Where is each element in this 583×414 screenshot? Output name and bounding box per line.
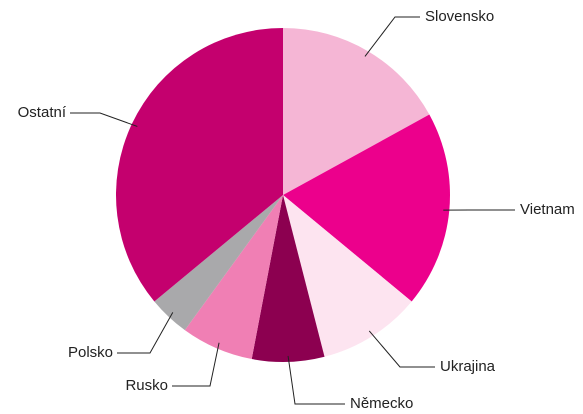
pie-slice bbox=[251, 195, 325, 362]
slice-label: Ostatní bbox=[18, 104, 67, 121]
pie-slice bbox=[154, 195, 283, 331]
pie-slice bbox=[283, 114, 450, 302]
leader-line bbox=[70, 112, 138, 127]
pie-slice bbox=[184, 195, 283, 360]
slice-label: Slovensko bbox=[425, 8, 494, 25]
slice-label: Polsko bbox=[68, 344, 113, 361]
pie-slice bbox=[116, 28, 284, 302]
leader-line bbox=[368, 330, 435, 368]
slice-label: Ukrajina bbox=[440, 358, 496, 375]
slice-label: Vietnam bbox=[520, 201, 575, 218]
leader-line bbox=[117, 312, 174, 354]
pie-slice bbox=[283, 195, 412, 357]
leader-line bbox=[287, 355, 345, 405]
slice-label: Rusko bbox=[125, 377, 168, 394]
leader-line bbox=[172, 342, 220, 387]
pie-slice bbox=[283, 28, 430, 195]
leader-line bbox=[364, 16, 420, 57]
slice-label: Německo bbox=[350, 395, 413, 412]
